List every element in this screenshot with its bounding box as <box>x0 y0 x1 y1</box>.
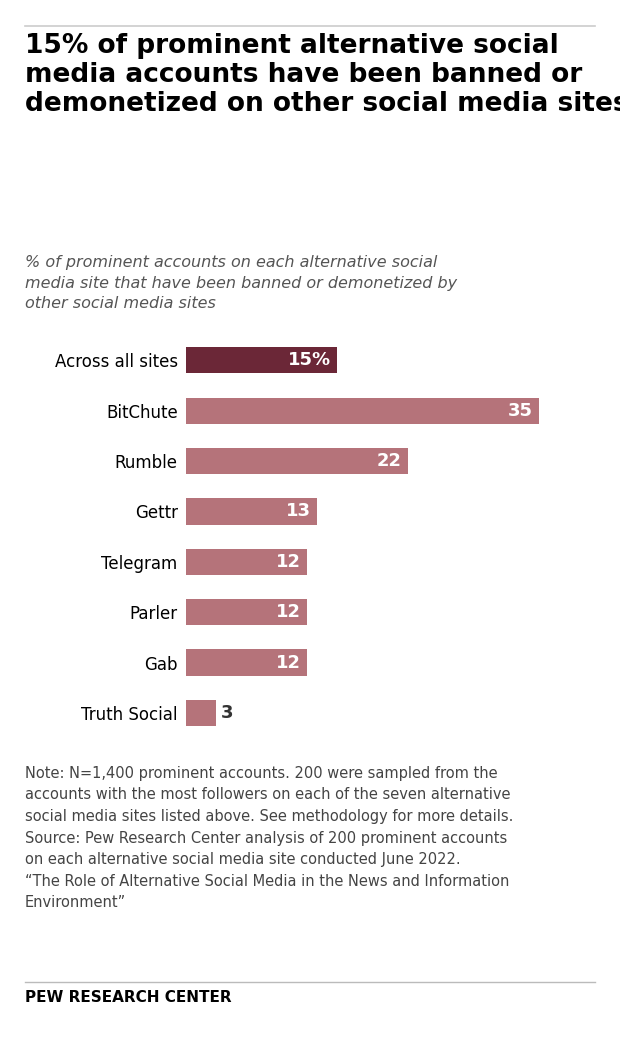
Text: 22: 22 <box>376 452 402 470</box>
Bar <box>186 649 307 675</box>
Bar <box>186 700 216 726</box>
Text: Note: N=1,400 prominent accounts. 200 were sampled from the
accounts with the mo: Note: N=1,400 prominent accounts. 200 we… <box>25 766 513 911</box>
Text: % of prominent accounts on each alternative social
media site that have been ban: % of prominent accounts on each alternat… <box>25 255 457 312</box>
Bar <box>186 549 307 575</box>
Text: 15%: 15% <box>288 351 331 369</box>
Bar <box>186 599 307 625</box>
Bar <box>186 498 317 524</box>
Text: 3: 3 <box>221 704 234 722</box>
Text: 15% of prominent alternative social
media accounts have been banned or
demonetiz: 15% of prominent alternative social medi… <box>25 33 620 118</box>
Text: 13: 13 <box>286 502 311 520</box>
Text: 12: 12 <box>276 553 301 571</box>
Text: 35: 35 <box>508 401 533 420</box>
Bar <box>186 347 337 373</box>
Text: 12: 12 <box>276 603 301 621</box>
Bar <box>186 448 408 474</box>
Bar <box>186 398 539 424</box>
Text: 12: 12 <box>276 653 301 672</box>
Text: PEW RESEARCH CENTER: PEW RESEARCH CENTER <box>25 990 231 1004</box>
